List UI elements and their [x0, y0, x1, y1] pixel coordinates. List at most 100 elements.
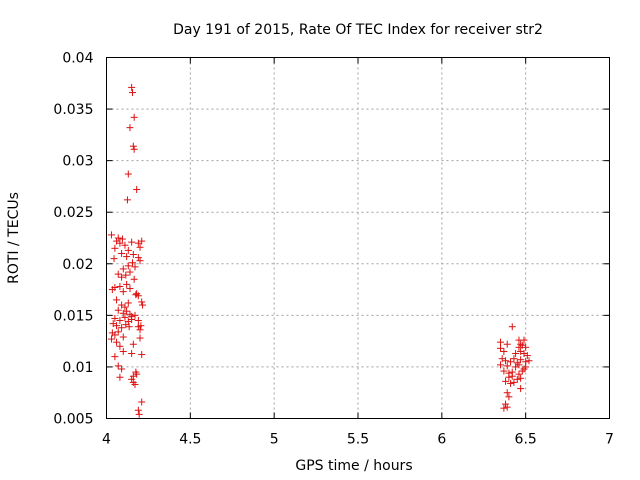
data-point [116, 239, 124, 247]
data-point [114, 306, 122, 314]
data-point [513, 375, 521, 383]
chart-title: Day 191 of 2015, Rate Of TEC Index for r… [173, 22, 543, 38]
data-point [522, 363, 530, 371]
data-point [118, 249, 126, 257]
y-tick-label: 0.005 [53, 412, 93, 428]
data-point [124, 246, 132, 254]
y-tick-label: 0.04 [62, 51, 93, 67]
data-point [502, 377, 510, 385]
y-tick-label: 0.015 [53, 308, 93, 324]
data-point [129, 340, 137, 348]
data-point [512, 350, 520, 358]
data-point [122, 271, 130, 279]
data-point [111, 244, 119, 252]
y-tick-label: 0.02 [62, 257, 93, 273]
data-point [500, 347, 508, 355]
data-point [523, 352, 531, 360]
x-tick-labels: 4 4.5 5 5.5 6 6.5 7 [102, 432, 614, 448]
data-point [138, 398, 146, 406]
data-point [515, 361, 523, 369]
data-point [500, 367, 508, 375]
x-tick-label: 7 [605, 432, 614, 448]
data-point [505, 373, 513, 381]
x-tick-label: 5.5 [347, 432, 369, 448]
data-point [129, 251, 137, 259]
data-point [111, 284, 119, 292]
data-point [126, 268, 134, 276]
data-point [128, 350, 136, 358]
data-point [517, 356, 525, 364]
data-point [116, 282, 124, 290]
data-point [118, 235, 126, 243]
data-point [124, 170, 132, 178]
data-point [508, 323, 516, 331]
data-point [136, 326, 144, 334]
data-point [515, 370, 523, 378]
data-point [130, 113, 138, 121]
data-point [123, 307, 131, 315]
data-point [114, 270, 122, 278]
data-point [520, 336, 528, 344]
data-point [128, 259, 136, 267]
data-point [517, 385, 525, 393]
x-tick-label: 6 [437, 432, 446, 448]
data-point [129, 142, 137, 150]
data-point [497, 338, 505, 346]
data-point [134, 254, 142, 262]
data-point [110, 255, 118, 263]
data-point [118, 273, 126, 281]
data-point [128, 375, 136, 383]
data-point [123, 196, 131, 204]
data-point [131, 311, 139, 319]
data-point [138, 237, 146, 245]
data-point [121, 303, 129, 311]
x-tick-label: 5 [270, 432, 279, 448]
data-point [132, 291, 140, 299]
grid-lines [106, 57, 610, 419]
data-point [108, 335, 116, 343]
data-point [124, 299, 132, 307]
x-tick-label: 4 [102, 432, 111, 448]
data-point [508, 372, 516, 380]
data-point [129, 372, 137, 380]
data-point [517, 374, 525, 382]
data-point [121, 241, 129, 249]
y-tick-label: 0.03 [62, 154, 93, 170]
data-points [108, 83, 533, 418]
data-point [116, 317, 124, 325]
data-point [131, 263, 139, 271]
data-point [114, 362, 122, 370]
data-point [522, 343, 530, 351]
data-point [125, 323, 133, 331]
data-point [517, 340, 525, 348]
data-point [119, 265, 127, 273]
plot-frame [106, 57, 610, 419]
data-point [500, 404, 508, 412]
data-point [121, 313, 129, 321]
data-point [119, 288, 127, 296]
y-tick-labels: 0.005 0.01 0.015 0.02 0.025 0.03 0.035 0.04 [53, 51, 93, 428]
data-point [518, 367, 526, 375]
data-point [114, 234, 122, 242]
data-point [116, 373, 124, 381]
data-point [136, 334, 144, 342]
data-point [138, 298, 146, 306]
data-point [113, 338, 121, 346]
data-point [507, 379, 515, 387]
data-point [503, 362, 511, 370]
data-point [128, 238, 136, 246]
data-point [130, 275, 138, 283]
data-point [139, 301, 147, 309]
data-point [113, 322, 121, 330]
data-point [126, 124, 134, 132]
data-point [108, 231, 116, 239]
data-point [507, 358, 515, 366]
y-tick-label: 0.025 [53, 205, 93, 221]
data-point [502, 400, 510, 408]
data-point [503, 340, 511, 348]
data-point [137, 322, 145, 330]
data-point [130, 145, 138, 153]
data-point [111, 314, 119, 322]
data-point [123, 280, 131, 288]
